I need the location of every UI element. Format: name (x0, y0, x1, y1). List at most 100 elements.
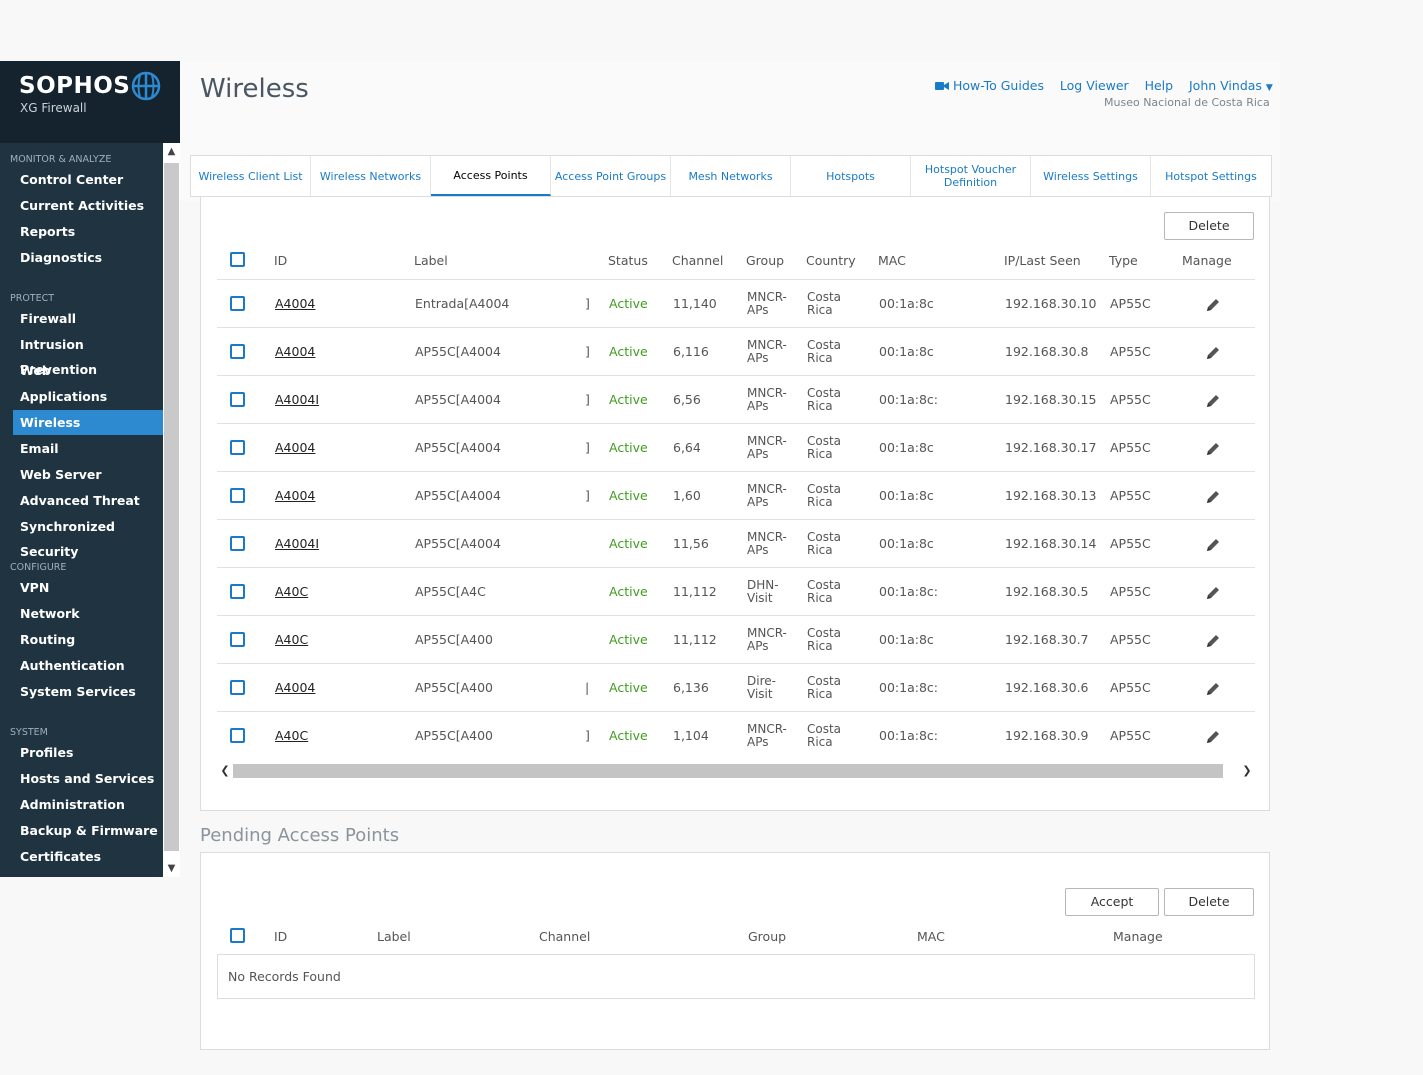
edit-pencil-icon[interactable] (1205, 681, 1221, 697)
scroll-up-icon[interactable]: ▲ (167, 146, 176, 157)
how-to-guides-link[interactable]: How-To Guides (952, 78, 1044, 93)
row-label: AP55C[A4004 (415, 392, 501, 407)
logo-area: SOPHOS XG Firewall (0, 61, 180, 143)
row-checkbox[interactable] (230, 728, 245, 743)
sidebar-item-synchronized-security[interactable]: Synchronized Security (20, 519, 115, 559)
edit-pencil-icon[interactable] (1205, 585, 1221, 601)
sidebar-item-applications[interactable]: Applications (20, 389, 108, 404)
pending-column-mac[interactable]: MAC (917, 929, 945, 944)
sidebar-item-profiles[interactable]: Profiles (20, 745, 74, 760)
table-row: A4004 AP55C[A400 | Active 6,136 Dire-Visit Cos… (217, 663, 1255, 711)
sidebar-item-control-center[interactable]: Control Center (20, 172, 124, 187)
scroll-down-icon[interactable]: ▼ (167, 863, 176, 874)
edit-pencil-icon[interactable] (1205, 537, 1221, 553)
pending-select-all-checkbox[interactable] (230, 928, 245, 943)
sidebar-scrollbar[interactable]: ▲ ▼ (163, 143, 180, 877)
scroll-left-icon[interactable]: ❮ (220, 764, 230, 777)
row-checkbox[interactable] (230, 440, 245, 455)
select-all-checkbox[interactable] (230, 252, 245, 267)
horizontal-scrollbar[interactable]: ❮ ❯ (217, 762, 1255, 780)
sidebar-item-intrusion-prevention[interactable]: Intrusion Prevention (20, 337, 98, 377)
row-checkbox[interactable] (230, 344, 245, 359)
row-checkbox[interactable] (230, 680, 245, 695)
row-checkbox[interactable] (230, 488, 245, 503)
sidebar-item-wireless[interactable]: Wireless (13, 410, 163, 435)
user-menu[interactable]: John Vindas (1189, 78, 1262, 93)
row-id-link[interactable]: A40C (275, 728, 309, 743)
column-header-country[interactable]: Country (806, 253, 856, 268)
sidebar-item-advanced-threat[interactable]: Advanced Threat (20, 493, 140, 508)
pending-column-label[interactable]: Label (377, 929, 411, 944)
sidebar-item-certificates[interactable]: Certificates (20, 849, 102, 864)
edit-pencil-icon[interactable] (1205, 297, 1221, 313)
tab-wireless-settings[interactable]: Wireless Settings (1031, 156, 1151, 196)
tab-hotspot-settings[interactable]: Hotspot Settings (1165, 169, 1257, 183)
sidebar-item-hosts-and-services[interactable]: Hosts and Services (20, 771, 155, 786)
row-id-link[interactable]: A4004I (275, 536, 320, 551)
edit-pencil-icon[interactable] (1205, 729, 1221, 745)
column-header-ip[interactable]: IP/Last Seen (1004, 253, 1081, 268)
column-header-mac[interactable]: MAC (878, 253, 906, 268)
log-viewer-link[interactable]: Log Viewer (1059, 78, 1129, 93)
edit-pencil-icon[interactable] (1205, 489, 1221, 505)
sidebar-item-authentication[interactable]: Authentication (20, 658, 125, 673)
caret-down-icon[interactable]: ▼ (1265, 83, 1273, 93)
scrollbar-thumb[interactable] (164, 163, 179, 851)
row-id-link[interactable]: A40C (275, 632, 309, 647)
video-camera-icon[interactable] (935, 79, 949, 90)
row-id-link[interactable]: A4004 (275, 344, 316, 359)
horizontal-scrollbar-thumb[interactable] (233, 764, 1223, 778)
pending-column-group[interactable]: Group (748, 929, 787, 944)
edit-pencil-icon[interactable] (1205, 345, 1221, 361)
sidebar-item-vpn[interactable]: VPN (20, 580, 50, 595)
column-header-status[interactable]: Status (608, 253, 648, 268)
row-id-link[interactable]: A4004 (275, 680, 316, 695)
sidebar-item-backup-firmware[interactable]: Backup & Firmware (20, 823, 158, 838)
row-id-link[interactable]: A4004I (275, 392, 320, 407)
row-ip: 192.168.30.14 (1005, 536, 1097, 551)
edit-pencil-icon[interactable] (1205, 633, 1221, 649)
row-checkbox[interactable] (230, 296, 245, 311)
sidebar-item-firewall[interactable]: Firewall (20, 311, 77, 326)
column-header-type[interactable]: Type (1109, 253, 1138, 268)
column-header-group[interactable]: Group (746, 253, 785, 268)
edit-pencil-icon[interactable] (1205, 393, 1221, 409)
row-checkbox[interactable] (230, 536, 245, 551)
sidebar-item-system-services[interactable]: System Services (20, 684, 136, 699)
pending-delete-button[interactable]: Delete (1164, 888, 1254, 916)
column-header-id[interactable]: ID (274, 253, 288, 268)
accept-button[interactable]: Accept (1065, 888, 1159, 916)
sidebar-item-current-activities[interactable]: Current Activities (20, 198, 145, 213)
sidebar-item-web-server[interactable]: Web Server (20, 467, 102, 482)
row-checkbox[interactable] (230, 392, 245, 407)
sidebar-item-web[interactable]: Web (20, 363, 51, 378)
column-header-label[interactable]: Label (414, 253, 448, 268)
sidebar-item-routing[interactable]: Routing (20, 632, 76, 647)
sidebar-item-reports[interactable]: Reports (20, 224, 76, 239)
edit-pencil-icon[interactable] (1205, 441, 1221, 457)
sidebar-item-email[interactable]: Email (20, 441, 59, 456)
tab-wireless-networks[interactable]: Wireless Networks (311, 156, 431, 196)
row-checkbox[interactable] (230, 632, 245, 647)
row-id-link[interactable]: A40C (275, 584, 309, 599)
sidebar-item-administration[interactable]: Administration (20, 797, 125, 812)
pending-column-id[interactable]: ID (274, 929, 288, 944)
tab-wireless-client-list[interactable]: Wireless Client List (191, 156, 311, 196)
tab-hotspots[interactable]: Hotspots (791, 156, 911, 196)
tab-mesh-networks[interactable]: Mesh Networks (671, 156, 791, 196)
sidebar-item-network[interactable]: Network (20, 606, 80, 621)
tab-access-points[interactable]: Access Points (431, 156, 551, 196)
tab-access-point-groups[interactable]: Access Point Groups (551, 156, 671, 196)
row-id-link[interactable]: A4004 (275, 296, 316, 311)
sidebar-item-diagnostics[interactable]: Diagnostics (20, 250, 103, 265)
help-link[interactable]: Help (1144, 78, 1174, 93)
delete-button[interactable]: Delete (1164, 212, 1254, 240)
row-status: Active (609, 536, 648, 551)
row-id-link[interactable]: A4004 (275, 488, 316, 503)
scroll-right-icon[interactable]: ❯ (1242, 764, 1252, 777)
tab-hotspot-voucher-definition[interactable]: Hotspot Voucher Definition (911, 156, 1031, 196)
pending-column-channel[interactable]: Channel (539, 929, 591, 944)
row-id-link[interactable]: A4004 (275, 440, 316, 455)
row-checkbox[interactable] (230, 584, 245, 599)
column-header-channel[interactable]: Channel (672, 253, 724, 268)
